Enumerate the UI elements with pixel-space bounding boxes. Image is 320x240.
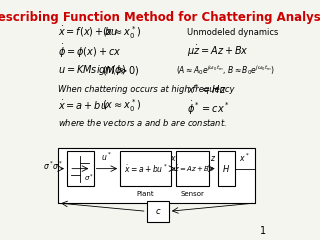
Text: $\dot{\phi} = \phi(x) + cx$: $\dot{\phi} = \phi(x) + cx$ bbox=[58, 43, 122, 60]
Text: $\dot{\phi}^* = cx^*$: $\dot{\phi}^* = cx^*$ bbox=[187, 100, 229, 117]
Text: $u^*$: $u^*$ bbox=[101, 150, 112, 163]
Text: $x$: $x$ bbox=[170, 154, 177, 163]
FancyBboxPatch shape bbox=[147, 201, 169, 222]
Text: where the vectors $a$ and $b$ are constant.: where the vectors $a$ and $b$ are consta… bbox=[58, 117, 227, 128]
Text: $H$: $H$ bbox=[222, 163, 230, 174]
Text: Unmodeled dynamics: Unmodeled dynamics bbox=[187, 28, 278, 37]
Text: When chattering occurs at high frequency: When chattering occurs at high frequency bbox=[58, 85, 235, 94]
Text: $\mu\dot{z} = Az + Bx$: $\mu\dot{z} = Az + Bx$ bbox=[170, 163, 214, 174]
Text: $\mu\dot{z} = Az + Bx$: $\mu\dot{z} = Az + Bx$ bbox=[187, 44, 248, 59]
Text: $(M \gg 0)$: $(M \gg 0)$ bbox=[102, 64, 140, 77]
Text: $(x \approx x_0^*)$: $(x \approx x_0^*)$ bbox=[102, 24, 141, 41]
Text: Sensor: Sensor bbox=[180, 191, 204, 197]
Text: 1: 1 bbox=[260, 226, 266, 236]
FancyBboxPatch shape bbox=[175, 151, 209, 186]
Text: $x^* = Hz$: $x^* = Hz$ bbox=[187, 82, 226, 96]
Text: $(A \approx A_0 e^{j\omega_0 t_m},\, B \approx B_0 e^{j\omega_0 t_m})$: $(A \approx A_0 e^{j\omega_0 t_m},\, B \… bbox=[175, 63, 274, 77]
Text: $\sigma^*$: $\sigma^*$ bbox=[52, 160, 62, 173]
Text: $\dot{x} = a + bu^*$: $\dot{x} = a + bu^*$ bbox=[124, 162, 167, 175]
Text: $\dot{x} = a + bu$: $\dot{x} = a + bu$ bbox=[58, 99, 108, 112]
Text: $\sigma^*$: $\sigma^*$ bbox=[84, 173, 94, 184]
Text: $z$: $z$ bbox=[210, 154, 216, 163]
FancyBboxPatch shape bbox=[58, 149, 255, 203]
Text: Describing Function Method for Chattering Analysis: Describing Function Method for Chatterin… bbox=[0, 11, 320, 24]
Text: $\dot{x} = f(x) + bu$: $\dot{x} = f(x) + bu$ bbox=[58, 25, 119, 39]
Text: $x^*$: $x^*$ bbox=[239, 151, 249, 164]
Text: $\sigma^*$: $\sigma^*$ bbox=[43, 160, 54, 173]
Text: $c$: $c$ bbox=[155, 207, 161, 216]
Text: $u = KMsign(\phi)$: $u = KMsign(\phi)$ bbox=[58, 63, 126, 77]
Text: Plant: Plant bbox=[137, 191, 155, 197]
FancyBboxPatch shape bbox=[67, 151, 93, 186]
Text: $(x \approx x_0^*)$: $(x \approx x_0^*)$ bbox=[102, 97, 141, 114]
FancyBboxPatch shape bbox=[218, 151, 235, 186]
FancyBboxPatch shape bbox=[120, 151, 171, 186]
